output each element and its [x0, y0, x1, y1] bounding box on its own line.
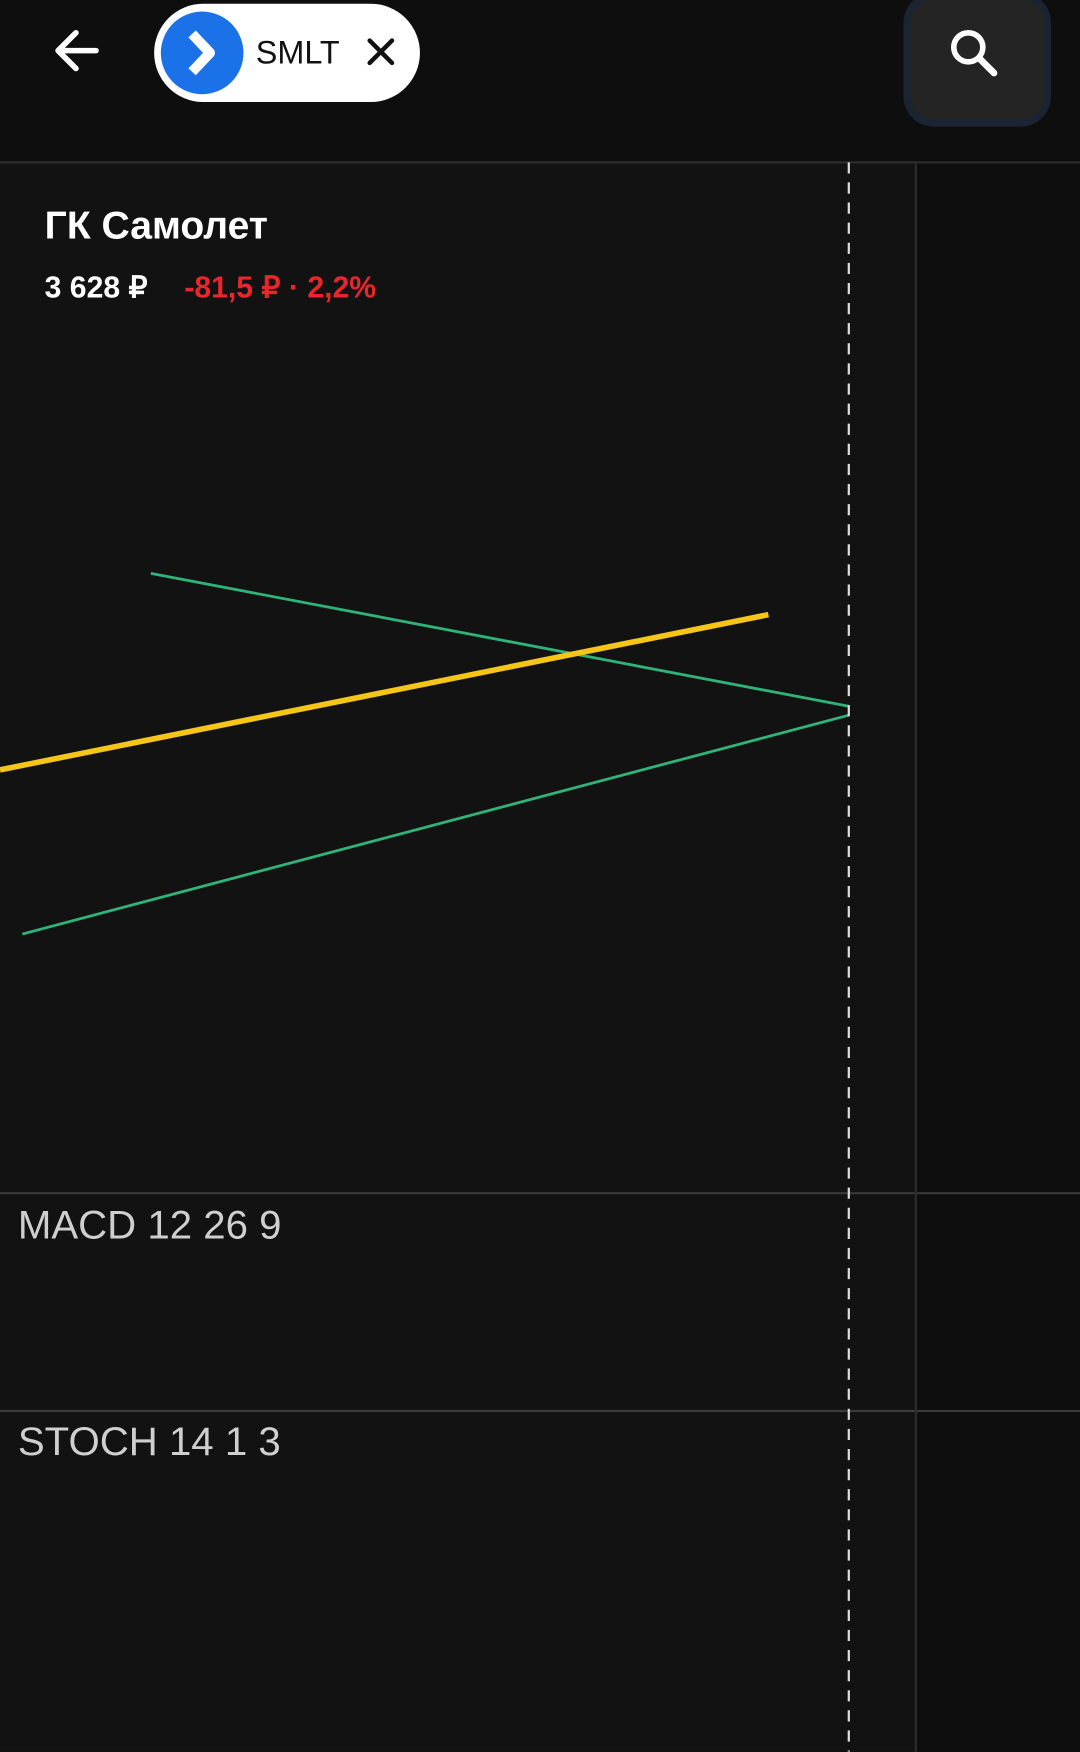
company-name: ГК Самолет	[45, 205, 268, 248]
back-button[interactable]	[55, 29, 99, 72]
ticker-chip[interactable]: SMLT	[154, 3, 420, 103]
trend-line	[21, 713, 850, 936]
chart-area	[0, 162, 916, 1752]
trend-line	[0, 611, 769, 773]
chip-logo	[160, 11, 244, 95]
search-icon	[951, 29, 986, 65]
logo-mark	[188, 30, 215, 76]
back-icon	[55, 29, 99, 72]
macd-title: MACD 12 26 9	[18, 1202, 282, 1247]
search-button[interactable]	[903, 0, 1051, 127]
search-handle	[976, 55, 998, 77]
chip-close[interactable]	[367, 38, 395, 66]
price-change: -81,5 ₽ · 2,2%	[184, 272, 376, 305]
ticker: SMLT	[256, 35, 340, 71]
stoch-title: STOCH 14 1 3	[18, 1419, 281, 1464]
trend-line	[150, 571, 850, 708]
last-price: 3 628 ₽	[45, 272, 148, 305]
